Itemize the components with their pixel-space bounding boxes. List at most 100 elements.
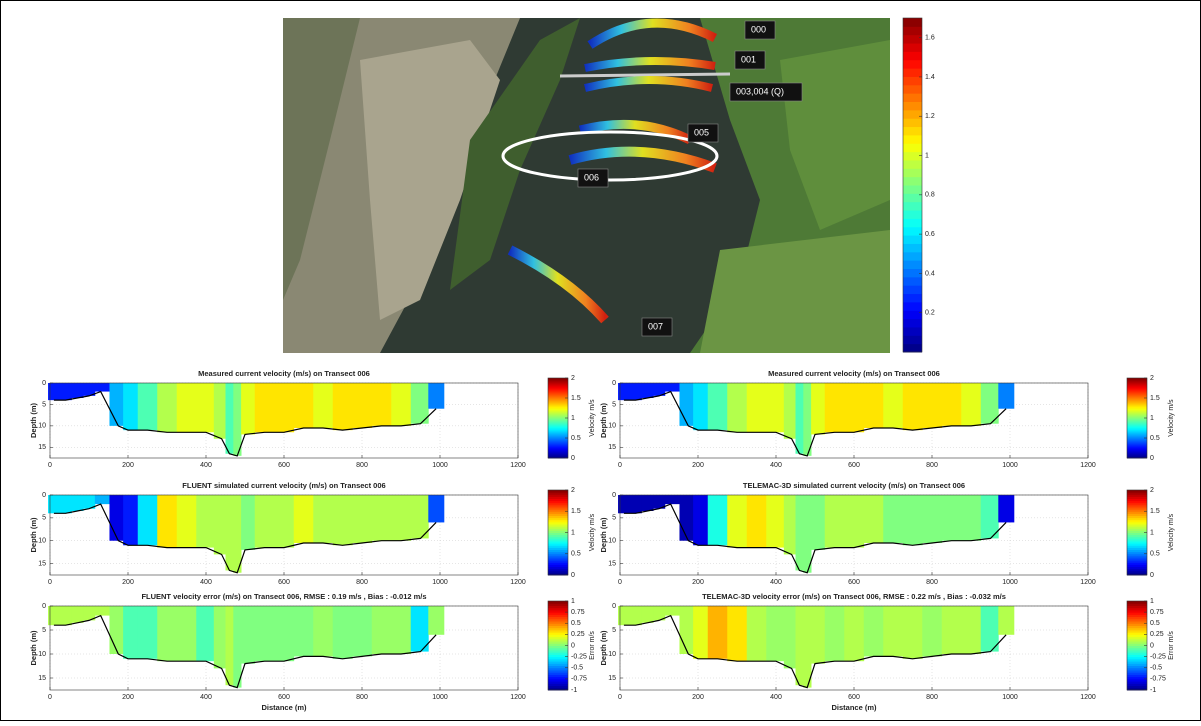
x-tick-label: 0 (48, 579, 52, 586)
colorbar-cell (1127, 663, 1147, 667)
colorbar-cell (1127, 534, 1147, 538)
colorbar-cell (1127, 555, 1147, 559)
panel-title: Measured current velocity (m/s) on Trans… (768, 369, 940, 378)
colorbar-frame (902, 17, 923, 353)
colorbar-cell (548, 649, 568, 653)
colorbar-tick-label: -0.5 (1150, 665, 1162, 672)
colorbar-cell (1127, 669, 1147, 673)
velocity-column (618, 383, 631, 401)
colorbar-cell (1127, 392, 1147, 395)
colorbar-cell (1127, 553, 1147, 557)
colorbar-cell (903, 126, 922, 136)
colorbar-cell (548, 532, 568, 536)
colorbar-cell (1127, 452, 1147, 455)
colorbar-cell (548, 448, 568, 451)
colorbar-cell (1127, 601, 1147, 604)
colorbar-cell (1127, 647, 1147, 651)
colorbar-cell (1127, 672, 1147, 675)
bed-profile (623, 390, 1007, 457)
colorbar-cell (1127, 504, 1147, 508)
velocity-column (233, 495, 242, 573)
colorbar-cell (548, 555, 568, 559)
velocity-column (410, 606, 429, 652)
transect-label-box (729, 82, 803, 102)
colorbar-cell (903, 43, 922, 52)
colorbar-cell (1127, 438, 1147, 441)
colorbar-cell (548, 560, 568, 563)
velocity-column (332, 383, 353, 431)
y-axis-label: Depth (m) (599, 630, 608, 665)
velocity-column (653, 606, 666, 621)
colorbar-tick-label: 0.5 (571, 620, 581, 627)
colorbar-tick-label: -0.25 (1150, 653, 1166, 660)
colorbar-cell (548, 547, 568, 550)
x-tick-label: 1200 (510, 694, 526, 701)
panel-title: TELEMAC-3D simulated current velocity (m… (743, 481, 965, 490)
velocity-column (679, 606, 694, 654)
x-tick-label: 400 (200, 694, 212, 701)
colorbar-cell (548, 676, 568, 680)
colorbar-cell (1127, 572, 1147, 576)
colorbar-label: Velocity m/s (589, 513, 596, 551)
colorbar-cell (1127, 386, 1147, 389)
y-tick-label: 10 (38, 651, 46, 658)
colorbar-cell (548, 669, 568, 673)
colorbar-cell (1127, 424, 1147, 427)
colorbar-cell (548, 386, 568, 389)
velocity-column (727, 606, 748, 662)
colorbar-cell (548, 402, 568, 405)
colorbar-cell (903, 134, 922, 144)
colorbar-cell (903, 51, 922, 61)
colorbar-cell (1127, 661, 1147, 664)
colorbar-cell (903, 201, 922, 211)
velocity-column (157, 383, 178, 433)
colorbar-cell (1127, 398, 1147, 401)
colorbar-cell (1127, 490, 1147, 493)
transect-label: 005 (694, 127, 709, 137)
colorbar-cell (903, 301, 922, 311)
x-tick-label: 200 (692, 462, 704, 469)
velocity-column (109, 495, 124, 541)
colorbar-cell (548, 378, 568, 381)
velocity-column (883, 383, 904, 428)
colorbar-cell (1127, 406, 1147, 409)
colorbar-cell (548, 603, 568, 606)
velocity-column (83, 495, 96, 509)
colorbar-tick-label: 1 (925, 152, 929, 159)
velocity-column (998, 606, 1015, 635)
velocity-column (766, 495, 785, 548)
colorbar-cell (548, 507, 568, 510)
colorbar-cell (1127, 396, 1147, 399)
velocity-column (664, 495, 680, 505)
y-tick-label: 15 (38, 444, 46, 451)
colorbar-cell (548, 434, 568, 437)
velocity-column (693, 606, 709, 659)
colorbar-cell (903, 168, 922, 178)
x-tick-label: 1200 (510, 462, 526, 469)
velocity-column (254, 495, 275, 548)
colorbar-cell (903, 318, 922, 328)
colorbar-cell (548, 382, 568, 385)
colorbar-tick-label: 2 (571, 375, 575, 382)
panel-title: FLUENT velocity error (m/s) on Transect … (141, 592, 426, 601)
colorbar-cell (1127, 632, 1147, 635)
velocity-column (196, 495, 215, 548)
velocity-column (241, 383, 256, 435)
colorbar-cell (903, 101, 922, 111)
x-tick-label: 200 (122, 694, 134, 701)
x-tick-label: 1000 (432, 694, 448, 701)
colorbar-cell (1127, 390, 1147, 393)
colorbar-cell (548, 549, 568, 553)
colorbar-cell (1127, 378, 1147, 381)
colorbar-cell (1127, 562, 1147, 565)
colorbar-cell (1127, 496, 1147, 499)
velocity-column (274, 383, 295, 433)
colorbar-cell (1127, 538, 1147, 542)
colorbar-cell (548, 685, 568, 689)
colorbar-cell (1127, 566, 1147, 570)
colorbar-cell (548, 519, 568, 523)
colorbar-cell (548, 614, 568, 618)
colorbar-cell (903, 76, 922, 86)
velocity-column (922, 606, 943, 657)
colorbar-cell (548, 647, 568, 651)
